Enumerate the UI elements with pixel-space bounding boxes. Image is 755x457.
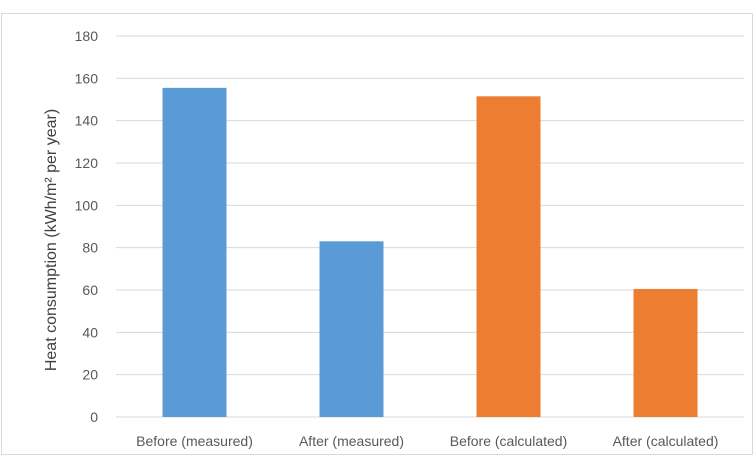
y-tick-label: 40: [82, 324, 98, 340]
bar: [476, 96, 541, 417]
x-axis-ticks: Before (measured) After (measured) Before …: [136, 433, 718, 449]
y-axis-label: Heat consumption (kWh/m² per year): [43, 109, 60, 371]
bars: [162, 87, 698, 417]
y-tick-label: 120: [75, 155, 99, 171]
y-axis-ticks: 0 20 40 60 80 100 120 140 160 180: [75, 28, 99, 425]
y-tick-label: 0: [90, 409, 98, 425]
x-tick-label: After (measured): [299, 433, 404, 449]
y-tick-label: 100: [75, 197, 99, 213]
bar: [319, 241, 384, 417]
bar: [162, 87, 227, 417]
x-tick-label: After (calculated): [613, 433, 719, 449]
x-tick-label: Before (measured): [136, 433, 253, 449]
y-tick-label: 20: [82, 367, 98, 383]
y-tick-label: 60: [82, 282, 98, 298]
x-tick-label: Before (calculated): [450, 433, 568, 449]
y-tick-label: 80: [82, 240, 98, 256]
bar: [633, 288, 698, 417]
y-tick-label: 140: [75, 113, 99, 129]
y-tick-label: 160: [75, 70, 99, 86]
y-tick-label: 180: [75, 28, 99, 44]
